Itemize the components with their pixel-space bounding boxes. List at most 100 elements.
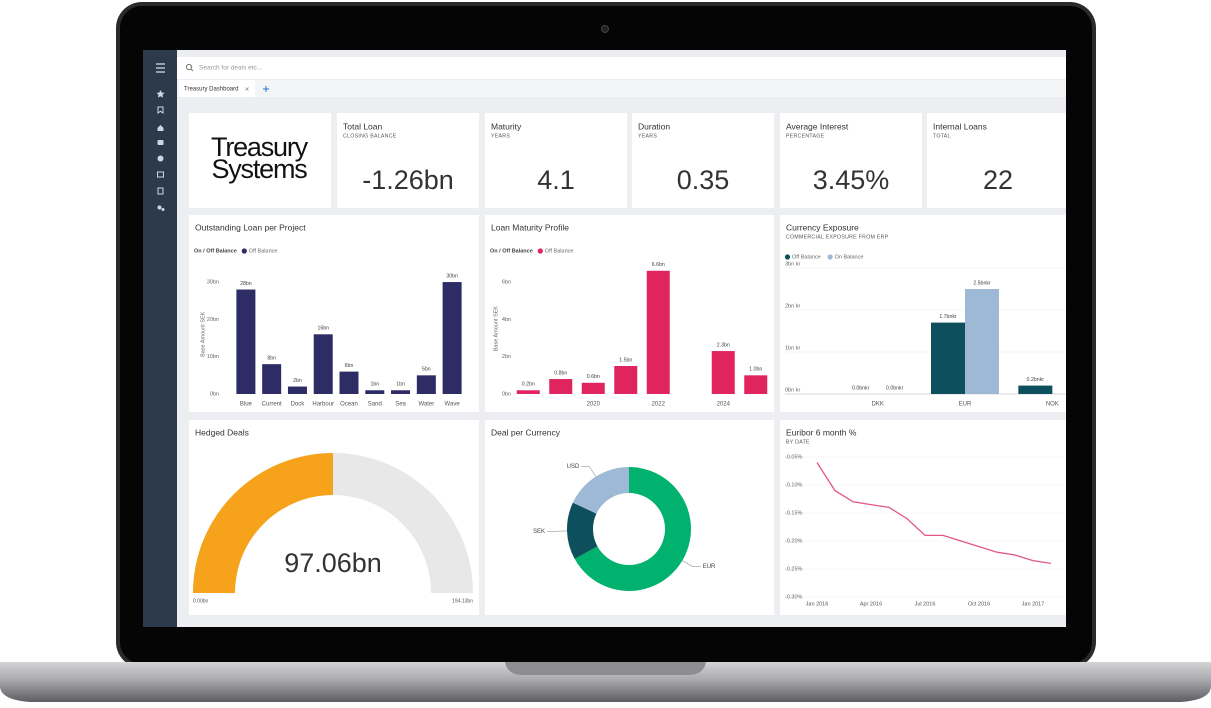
chart-subtitle: BY DATE: [786, 439, 810, 445]
value-label: 28bn: [240, 281, 252, 287]
value-label: 0.0bnkr: [852, 385, 870, 391]
y-tick-label: 0bn: [502, 391, 511, 397]
x-tick-label: 2020: [587, 402, 601, 408]
logo-line: Systems: [211, 154, 307, 184]
kpi-panel: [485, 113, 627, 208]
bar: [581, 382, 605, 394]
tab-add[interactable]: [263, 86, 269, 92]
screen: Search for deals etc... Treasury Dashboa…: [143, 50, 1066, 627]
value-label: 5bn: [422, 367, 431, 373]
kpi-title: Total Loan: [343, 121, 382, 131]
kpi-panel: [780, 113, 922, 208]
legend-swatch: [537, 248, 543, 254]
x-tick-label: Apr 2016: [860, 601, 882, 607]
value-label: 1.0bn: [749, 367, 762, 373]
x-tick-label: Sand: [368, 402, 382, 408]
y-axis-label: Base Amount SEK: [493, 306, 499, 352]
tab-close[interactable]: [245, 87, 249, 91]
x-tick-label: Jan 2017: [1022, 601, 1045, 607]
kpi-panel: [927, 113, 1066, 208]
chart-title: Loan Maturity Profile: [491, 222, 569, 232]
search-bar[interactable]: [177, 57, 1066, 79]
kpi-subtitle: TOTAL: [933, 133, 951, 139]
value-label: 16bn: [317, 326, 329, 332]
y-tick-label: -0.05%: [785, 454, 803, 460]
x-tick-label: Sea: [395, 402, 406, 408]
gauge-value: 97.06bn: [284, 548, 382, 578]
laptop-base: [0, 662, 1211, 702]
legend-swatch: [784, 254, 791, 260]
value-label: 30bn: [446, 273, 458, 279]
y-tick-label: 4bn: [502, 317, 511, 323]
x-tick-label: Ocean: [340, 402, 358, 408]
y-tick-label: 6bn: [502, 279, 511, 285]
x-tick-label: 2022: [652, 402, 666, 408]
leader-line: [581, 466, 597, 477]
chart-panel: [780, 215, 1066, 412]
gauge-fill: [193, 453, 333, 593]
value-label: 2.3bn: [717, 342, 730, 348]
x-tick-label: Oct 2016: [968, 601, 990, 607]
legend-title: On / Off Balance: [194, 248, 237, 254]
value-label: 8bn: [267, 356, 276, 362]
kpi-value: -1.26bn: [362, 165, 454, 195]
value-label: 1.7bnkr: [939, 314, 957, 320]
bar: [931, 322, 965, 394]
value-label: 0.2bn: [522, 382, 535, 388]
kpi-value: 4.1: [537, 165, 575, 195]
legend-label: Off Balance: [545, 248, 574, 254]
donut-slice: [574, 467, 692, 591]
tab-label: Treasury Dashboard: [184, 87, 238, 93]
chart-panel: [780, 420, 1066, 615]
kpi-title: Internal Loans: [933, 121, 987, 131]
line-series: [816, 462, 1052, 565]
y-tick-label: -0.20%: [785, 538, 803, 544]
value-label: 0.6bn: [587, 374, 600, 380]
legend-swatch: [827, 254, 833, 260]
value-label: 0.0bnkr: [886, 385, 904, 391]
bar: [744, 375, 768, 394]
base-notch: [505, 662, 706, 675]
kpi-subtitle: PERCENTAGE: [786, 133, 825, 139]
slice-label: USD: [567, 464, 580, 470]
bar: [614, 365, 638, 394]
x-tick-label: NOK: [1046, 402, 1059, 408]
y-tick-label: 0bn: [210, 391, 219, 397]
x-tick-label: DKK: [871, 402, 883, 408]
legend-label: On Balance: [835, 254, 864, 260]
menu-icon: [156, 63, 165, 73]
x-tick-label: Blue: [240, 402, 253, 408]
kpi-panel: [337, 113, 479, 208]
bar: [646, 270, 670, 394]
logo-line: Treasury: [211, 132, 309, 162]
kpi-subtitle: YEARS: [638, 133, 657, 139]
leader-line: [682, 560, 701, 567]
legend-swatch: [241, 248, 247, 254]
chart-title: Outstanding Loan per Project: [195, 222, 306, 232]
y-tick-label: 10bn: [207, 354, 219, 360]
y-tick-label: 2bn kr: [785, 303, 800, 309]
kpi-title: Maturity: [491, 121, 522, 131]
kpi-title: Duration: [638, 121, 670, 131]
slice-label: SEK: [533, 529, 545, 535]
sidebar-icons: [156, 90, 165, 211]
y-tick-label: -0.25%: [785, 566, 803, 572]
chart-subtitle: COMMERCIAL EXPOSURE FROM ERP: [786, 234, 889, 240]
value-label: 2bn: [293, 378, 302, 384]
tab[interactable]: [179, 80, 255, 97]
y-tick-label: -0.30%: [785, 594, 803, 600]
camera: [601, 25, 609, 33]
bar: [1018, 385, 1053, 394]
x-tick-label: Harbour: [312, 402, 334, 408]
legend-label: Off Balance: [249, 248, 278, 254]
x-tick-label: Dock: [291, 402, 306, 408]
search-icon: [185, 63, 193, 71]
legend-title: On / Off Balance: [490, 248, 533, 254]
x-tick-label: EUR: [959, 402, 972, 408]
donut-slice: [567, 502, 598, 559]
gauge-max: 194.13bn: [452, 598, 473, 604]
value-label: 1.5bn: [619, 357, 632, 363]
bar: [339, 371, 359, 394]
